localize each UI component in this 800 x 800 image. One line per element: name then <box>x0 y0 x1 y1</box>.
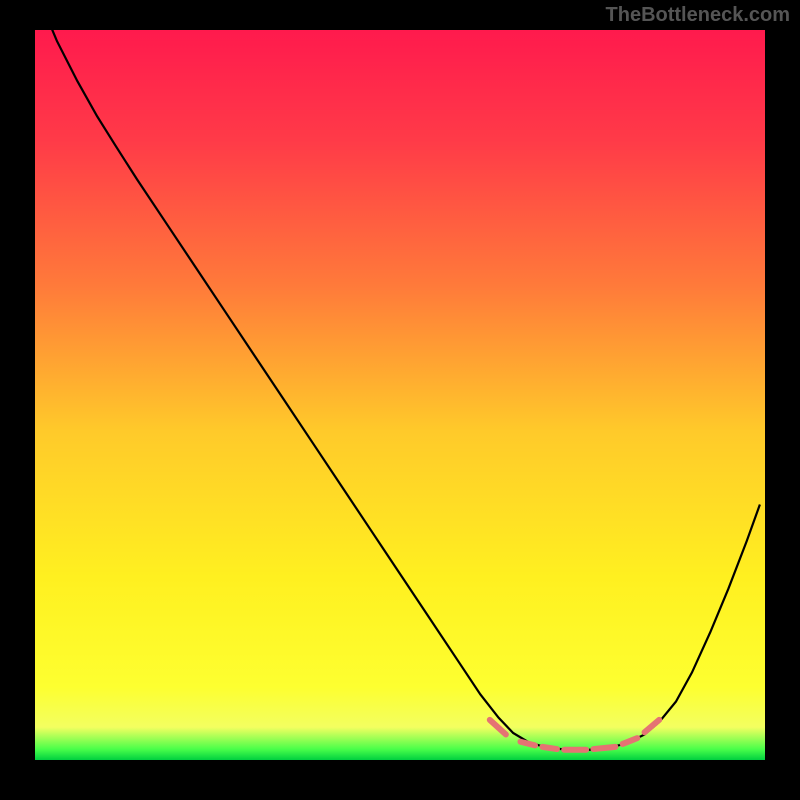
watermark-label: TheBottleneck.com <box>606 4 790 27</box>
bottleneck-curve <box>40 30 760 750</box>
plot-container <box>35 30 765 760</box>
curve-layer <box>35 30 765 760</box>
